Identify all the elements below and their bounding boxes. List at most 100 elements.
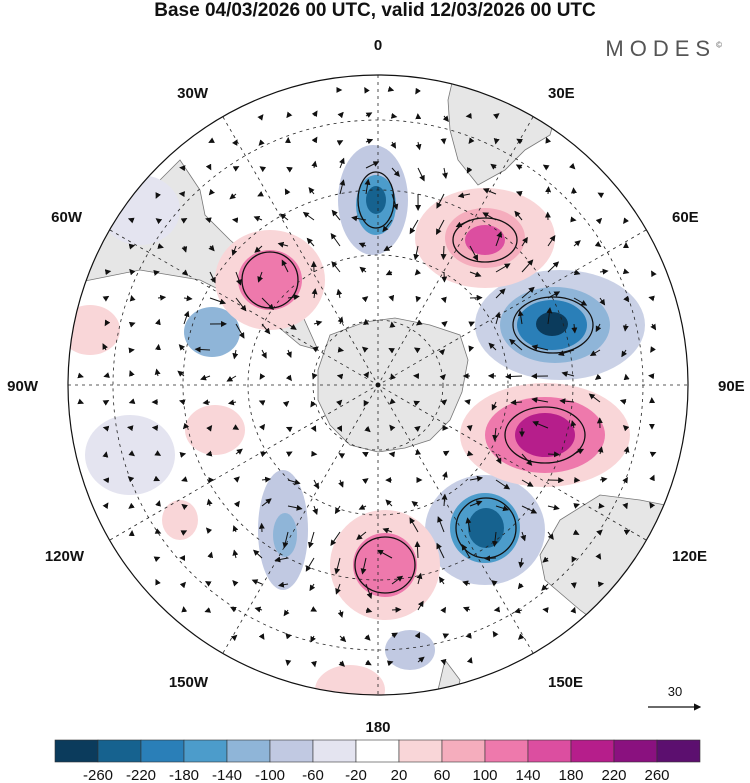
wind-arrow (495, 288, 506, 299)
wind-arrow (310, 425, 317, 432)
wind-arrow (622, 476, 628, 484)
wind-arrow (365, 583, 373, 600)
wind-arrow (573, 297, 588, 306)
wind-arrow (102, 400, 110, 406)
wind-arrow (547, 235, 556, 247)
colorbar-tick-label: -60 (302, 767, 324, 783)
wind-arrow (547, 291, 561, 299)
wind-arrow (569, 163, 576, 170)
wind-arrow (516, 138, 523, 145)
wind-arrow (179, 399, 186, 406)
wind-arrow (599, 297, 606, 306)
wind-arrow (204, 607, 212, 613)
colorbar-tick-label: 60 (434, 767, 451, 783)
colorbar-swatch (527, 739, 572, 763)
wind-arrow (261, 349, 267, 359)
wind-arrow (468, 321, 475, 327)
colorbar-swatch (355, 739, 400, 763)
wind-arrow (230, 606, 237, 613)
colorbar-swatch (183, 739, 228, 763)
wind-arrow (385, 499, 393, 507)
wind-arrow (595, 217, 603, 225)
brand-text: MODES (605, 36, 717, 61)
wind-arrow (337, 111, 344, 119)
wind-arrow (599, 476, 608, 483)
wind-arrow (440, 399, 448, 406)
wind-arrow (311, 110, 318, 118)
wind-arrow (521, 236, 528, 247)
wind-arrow (531, 397, 549, 403)
wind-arrow (285, 451, 293, 457)
wind-arrow (181, 245, 188, 253)
wind-arrow (157, 243, 164, 249)
wind-arrow (231, 245, 238, 256)
wind-arrow (312, 505, 319, 516)
wind-arrow (261, 323, 271, 335)
wind-arrow (311, 160, 318, 169)
wind-arrow (284, 188, 291, 196)
lon-label-90e: 90E (718, 378, 745, 395)
wind-arrow (157, 294, 167, 301)
wind-arrow (441, 471, 448, 481)
wind-arrow (232, 525, 239, 533)
wind-arrow (439, 374, 446, 381)
wind-arrow (570, 420, 577, 429)
wind-arrow (623, 217, 630, 225)
wind-arrow (623, 446, 630, 455)
wind-arrow (542, 607, 549, 614)
wind-arrow (596, 529, 603, 536)
wind-arrow (648, 295, 655, 302)
wind-arrow (521, 479, 534, 487)
wind-arrow (310, 660, 317, 668)
wind-arrow (382, 527, 393, 534)
wind-arrow (181, 476, 188, 482)
wind-arrow (594, 373, 602, 381)
wind-arrow (417, 600, 424, 611)
wind-arrow (104, 319, 111, 327)
wind-arrow (391, 606, 402, 613)
wind-arrow (547, 451, 561, 458)
wind-arrow (493, 113, 500, 120)
wind-arrow (77, 398, 85, 405)
wind-arrow (177, 370, 185, 377)
wind-arrow (335, 399, 343, 407)
wind-arrow (469, 245, 479, 261)
wind-arrow (649, 474, 655, 482)
wind-arrow (364, 178, 371, 195)
wind-arrow (154, 318, 161, 326)
wind-arrow (128, 450, 135, 457)
wind-arrow (358, 504, 367, 510)
wind-arrow (361, 346, 369, 353)
wind-arrow (127, 476, 135, 483)
wind-arrow (495, 231, 503, 247)
wind-arrow (438, 576, 445, 585)
wind-arrow (259, 423, 266, 431)
wind-arrow (515, 164, 523, 171)
wind-arrow (257, 271, 264, 283)
wind-arrow (462, 580, 471, 587)
colorbar-swatch (97, 739, 142, 763)
wind-arrow (520, 531, 527, 542)
wind-arrow (209, 271, 216, 284)
wind-arrow (351, 215, 367, 222)
wind-arrow (573, 240, 581, 247)
map-border (67, 74, 689, 696)
wind-arrow (279, 213, 289, 221)
wind-arrow (226, 375, 237, 382)
wind-arrow (205, 450, 213, 457)
wind-arrow (308, 187, 315, 195)
lon-label-0: 0 (374, 37, 382, 54)
wind-arrow (362, 478, 369, 485)
wind-arrow (414, 269, 422, 276)
wind-arrow (542, 556, 549, 563)
wind-arrow (413, 245, 420, 261)
wind-arrow (466, 166, 473, 174)
wind-arrow (442, 115, 449, 123)
wind-arrow (364, 86, 370, 94)
wind-arrow (309, 583, 316, 592)
wind-arrow (414, 425, 421, 432)
wind-arrow (388, 347, 396, 354)
wind-arrow (102, 425, 110, 432)
wind-arrow (441, 493, 448, 507)
wind-arrow (545, 186, 552, 195)
